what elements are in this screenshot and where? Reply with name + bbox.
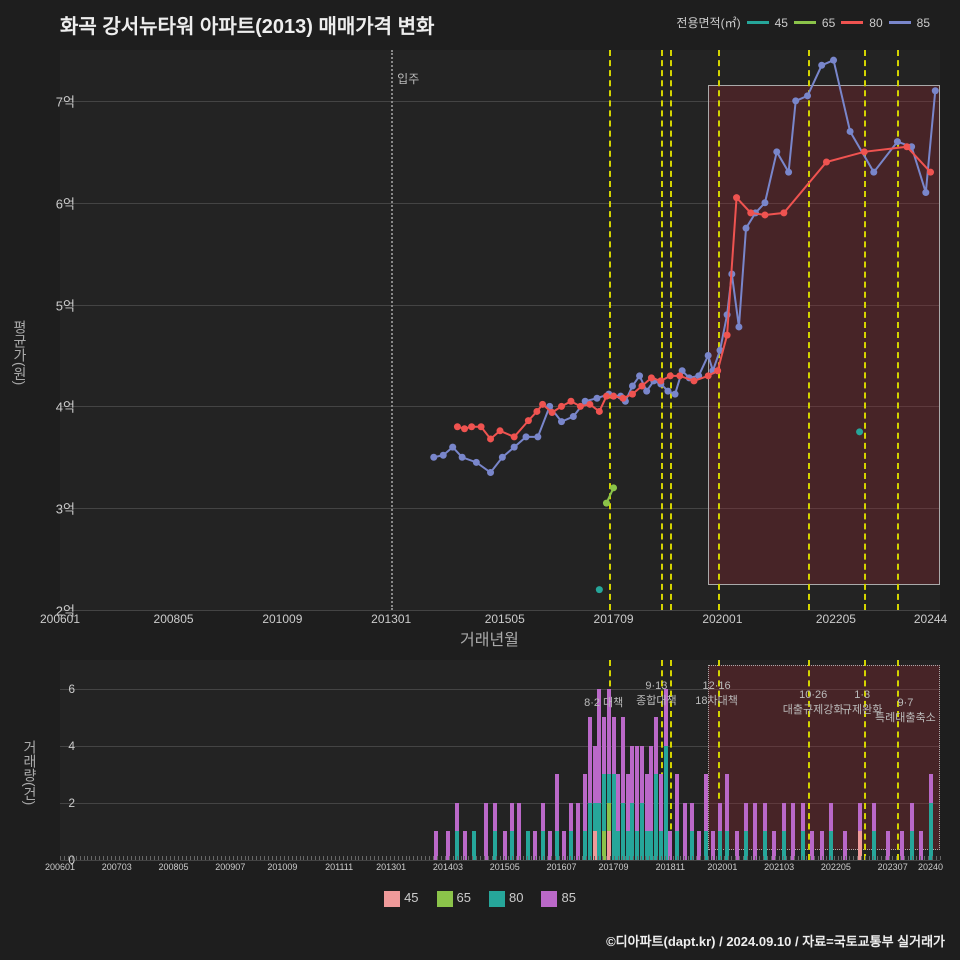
xtick-vol: 20240 [918,862,943,872]
xtick-vol: 202103 [764,862,794,872]
xtick-vol: 202205 [821,862,851,872]
xtick-vol: 200805 [159,862,189,872]
ylabel-main: 평균가(원) [10,320,30,385]
chart-title: 화곡 강서뉴타워 아파트(2013) 매매가격 변화 [60,10,434,39]
ylabel-vol: 거래량(건) [20,740,40,805]
xtick-main: 201301 [371,612,411,626]
vol-annotation: 8·2 대책 [584,694,623,710]
volume-chart: 8·2 대책9·13 종합대책12·16 18차대책10·26 대출규제강화1·… [60,660,940,860]
legend-label-65: 65 [822,16,835,30]
legend-item: 80 [489,890,523,907]
legend-item: 85 [541,890,575,907]
xtick-main: 202001 [702,612,742,626]
xtick-vol: 200703 [102,862,132,872]
xtick-main: 201009 [262,612,302,626]
ytick-main: 6억 [56,193,75,212]
xtick-vol: 201709 [599,862,629,872]
legend-label-45: 45 [775,16,788,30]
xtick-vol: 201009 [267,862,297,872]
legend-swatch-65 [794,21,816,24]
ytick-vol: 6 [68,682,75,696]
xtick-vol: 201403 [433,862,463,872]
xtick-main: 200601 [40,612,80,626]
legend-swatch-85 [889,21,911,24]
legend-label-85: 85 [917,16,930,30]
main-chart: 입주 [60,50,940,610]
vol-annotation: 9·7 특례대출축소 [875,697,936,725]
legend-item: 45 [384,890,418,907]
ytick-main: 4억 [56,397,75,416]
vol-annotation: 10·26 대출규제강화 [783,689,844,717]
legend-label-80: 80 [869,16,882,30]
ytick-main: 3억 [56,499,75,518]
xtick-vol: 200601 [45,862,75,872]
xtick-main: 20244 [914,612,947,626]
xtick-vol: 201301 [376,862,406,872]
legend-top-label: 전용면적(㎡) [676,14,740,31]
xtick-vol: 201111 [325,862,353,872]
legend-top: 전용면적(㎡) 45 65 80 85 [676,14,930,31]
legend-swatch-45 [747,21,769,24]
legend-bottom: 45 65 80 85 [0,890,960,907]
xtick-main: 201505 [485,612,525,626]
xlabel-main: 거래년월 [460,626,519,650]
vol-annotation: 9·13 종합대책 [636,680,676,708]
legend-item: 65 [437,890,471,907]
credit-text: ©디아파트(dapt.kr) / 2024.09.10 / 자료=국토교통부 실… [606,931,945,950]
ytick-vol: 2 [68,796,75,810]
xtick-main: 200805 [154,612,194,626]
xtick-vol: 201607 [546,862,576,872]
ytick-vol: 4 [68,739,75,753]
xtick-vol: 202307 [878,862,908,872]
xtick-main: 202205 [816,612,856,626]
xtick-main: 201709 [594,612,634,626]
legend-swatch-80 [841,21,863,24]
xtick-vol: 202001 [707,862,737,872]
xtick-vol: 200907 [215,862,245,872]
ytick-main: 5억 [56,295,75,314]
ytick-main: 7억 [56,91,75,110]
xtick-vol: 201505 [490,862,520,872]
vol-annotation: 12·16 18차대책 [695,680,738,708]
xtick-vol: 201811 [656,862,685,872]
